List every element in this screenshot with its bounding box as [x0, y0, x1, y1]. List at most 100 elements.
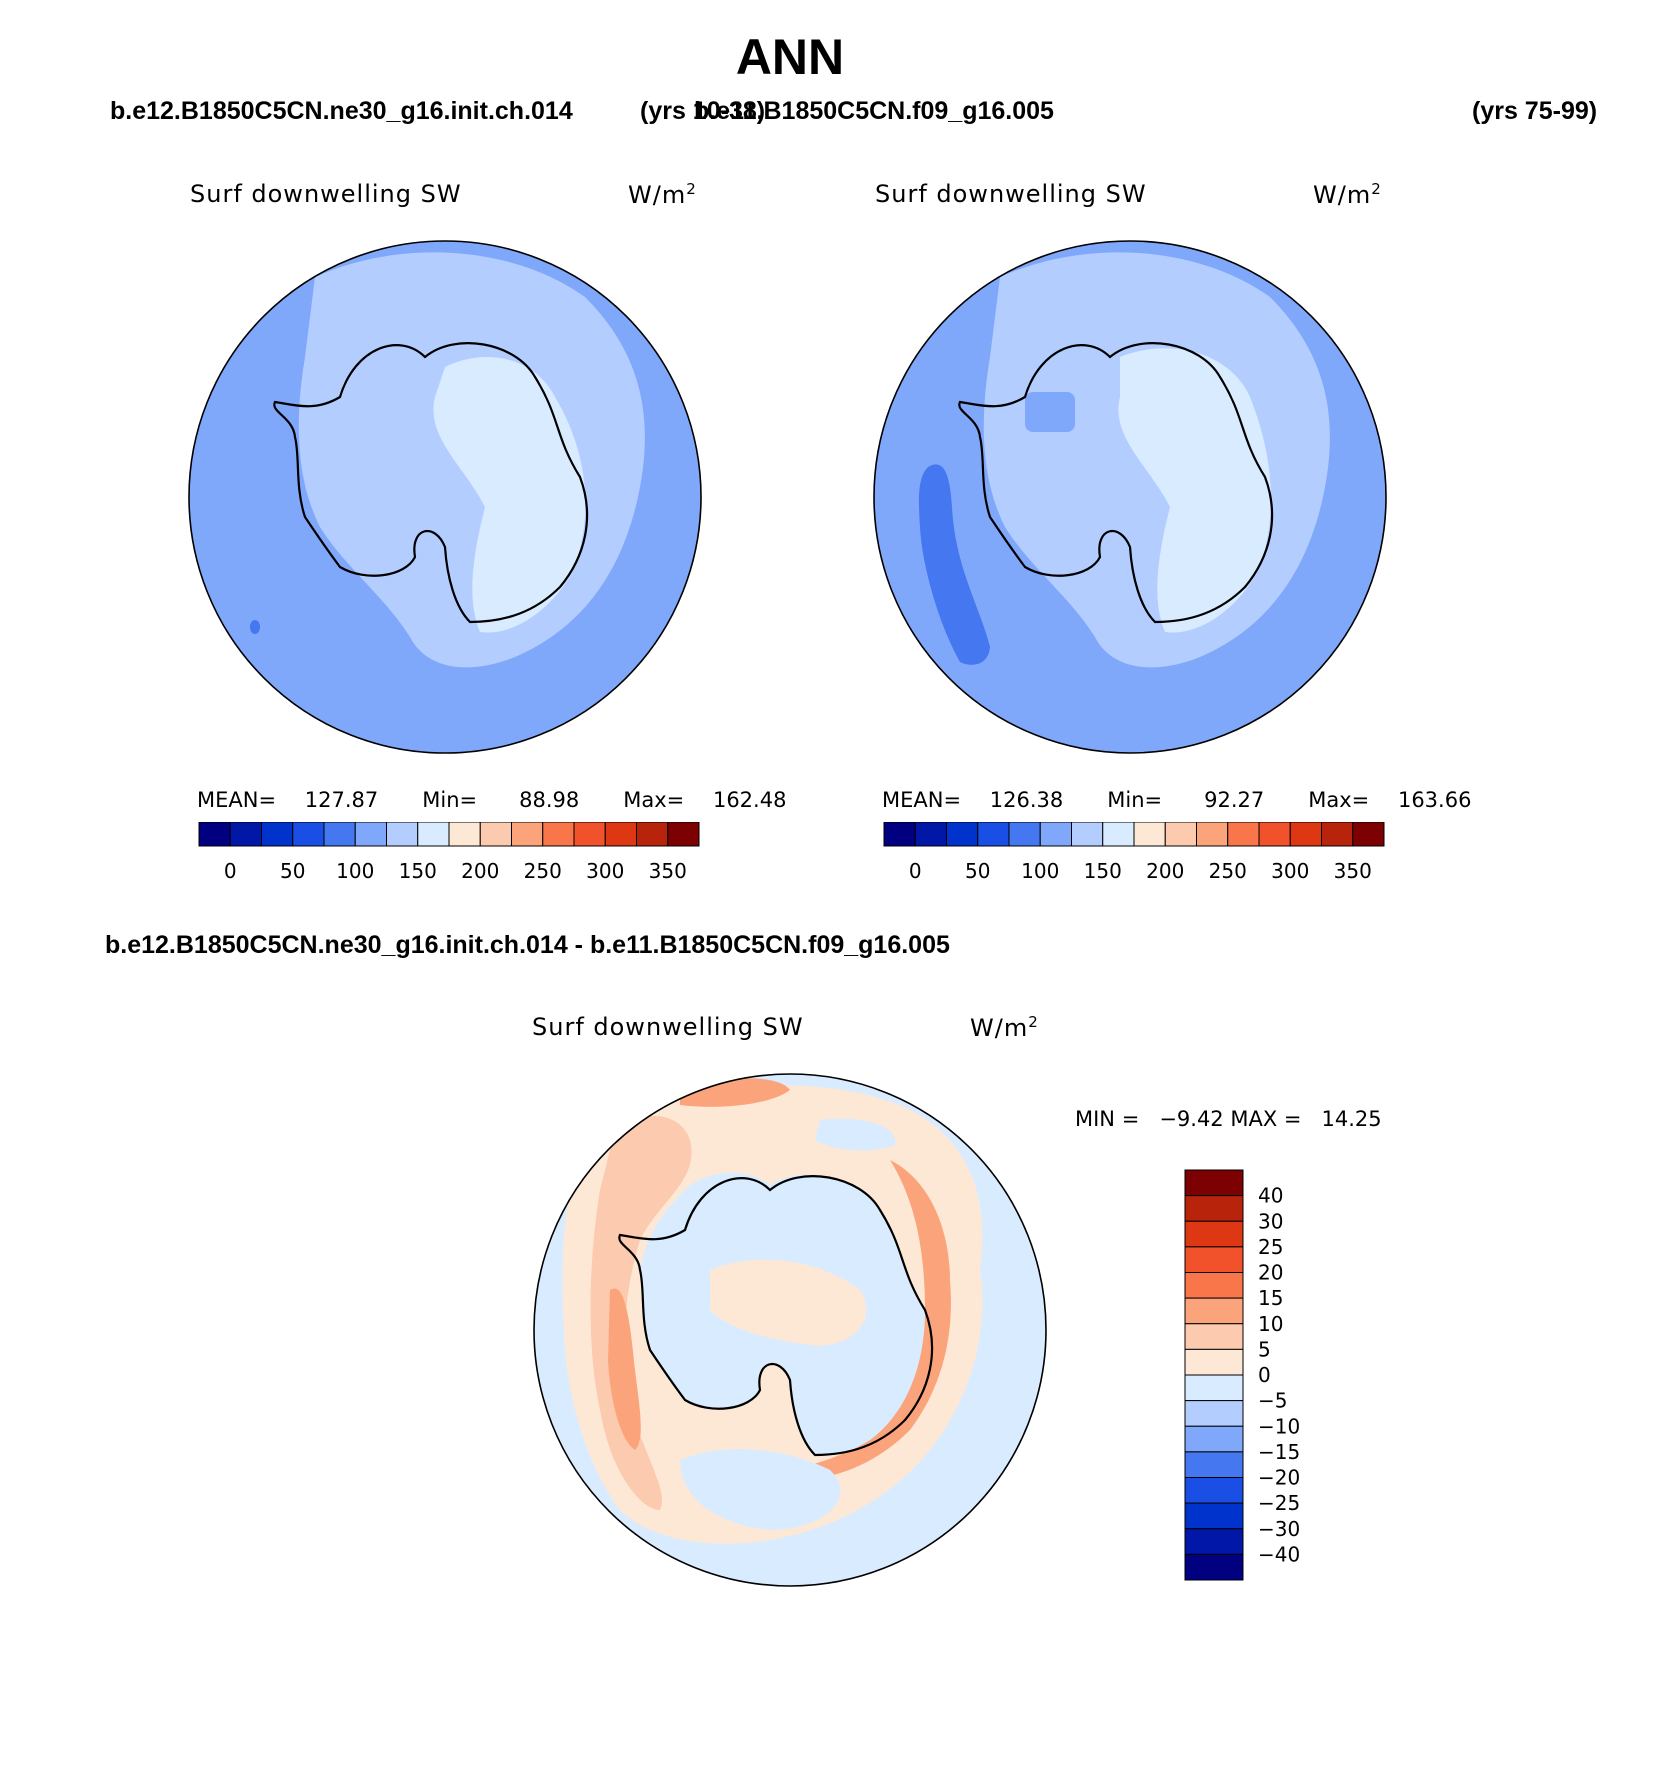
panel2-antarctica-coastline — [958, 342, 1274, 624]
colorbar-box — [1184, 1451, 1244, 1478]
panel2-map-border — [873, 240, 1387, 754]
colorbar-label: 10 — [1258, 1312, 1283, 1336]
colorbar-box — [1184, 1246, 1244, 1273]
panel2-polar-map — [873, 240, 1387, 754]
colorbar-label: 25 — [1258, 1235, 1283, 1259]
colorbar-label: 250 — [524, 859, 562, 883]
diff-polar-map — [533, 1073, 1047, 1587]
colorbar-box — [542, 822, 575, 847]
colorbar-box — [1258, 822, 1291, 847]
colorbar-box — [292, 822, 325, 847]
colorbar-box — [261, 822, 294, 847]
colorbar-label: 350 — [1334, 859, 1372, 883]
colorbar-box — [977, 822, 1010, 847]
colorbar-label: 0 — [1258, 1363, 1271, 1387]
colorbar-box — [1184, 1528, 1244, 1555]
diff-case-title: b.e12.B1850C5CN.ne30_g16.init.ch.014 - b… — [105, 931, 950, 959]
colorbar-label: −10 — [1258, 1414, 1300, 1438]
colorbar-label: 0 — [224, 859, 237, 883]
case-right-name: b.e11.B1850C5CN.f09_g16.005 — [694, 97, 1054, 125]
colorbar-box — [636, 822, 669, 847]
colorbar-label: 15 — [1258, 1286, 1283, 1310]
colorbar-box — [1184, 1220, 1244, 1248]
diff-field-max-west — [608, 1288, 641, 1450]
colorbar-box — [1321, 822, 1354, 847]
diff-field-ring — [770, 1160, 951, 1481]
colorbar-box — [1289, 822, 1322, 847]
case-right-years: (yrs 75-99) — [1472, 97, 1598, 125]
colorbar-label: −25 — [1258, 1491, 1300, 1515]
colorbar-box — [511, 822, 544, 847]
colorbar-box — [1184, 1169, 1244, 1197]
colorbar-box — [1352, 822, 1385, 847]
colorbar-label: −20 — [1258, 1466, 1300, 1490]
colorbar-box — [1008, 822, 1041, 847]
colorbar-box — [573, 822, 606, 847]
colorbar-box — [946, 822, 979, 847]
diff-field-interior — [710, 1259, 867, 1346]
colorbar-box — [1184, 1348, 1244, 1376]
colorbar-box — [1184, 1477, 1244, 1504]
panel2-field-low — [918, 464, 990, 665]
colorbar-label: −40 — [1258, 1542, 1300, 1566]
panel1-stats: MEAN= 127.87 Min= 88.98 Max= 162.48 — [197, 788, 787, 812]
colorbar-label: 40 — [1258, 1184, 1283, 1208]
panel1-colorbar: 0 50 100 150 200 250 300 350 — [198, 822, 700, 883]
colorbar-label: 200 — [1146, 859, 1184, 883]
colorbar-box — [1227, 822, 1260, 847]
panel1-field-plateau — [433, 357, 586, 633]
diff-map-border — [533, 1073, 1047, 1587]
panel1-map-border — [188, 240, 702, 754]
colorbar-box — [1184, 1323, 1244, 1350]
colorbar-box — [323, 822, 356, 847]
colorbar-box — [1184, 1400, 1244, 1427]
panel2-units: W/m2 — [1313, 180, 1382, 209]
colorbar-label: 50 — [280, 859, 305, 883]
case-left-name: b.e12.B1850C5CN.ne30_g16.init.ch.014 — [110, 97, 573, 125]
colorbar-box — [1102, 822, 1135, 847]
colorbar-box — [1184, 1553, 1244, 1581]
colorbar-label: 0 — [909, 859, 922, 883]
diff-field-negative-south — [680, 1449, 841, 1530]
panel2-field-patch — [1025, 392, 1075, 432]
colorbar-box — [1184, 1425, 1244, 1453]
diff-stats: MIN = −9.42 MAX = 14.25 — [1075, 1107, 1382, 1131]
colorbar-box — [1184, 1297, 1244, 1325]
colorbar-box — [1071, 822, 1104, 847]
colorbar-label: 350 — [649, 859, 687, 883]
panel1-polar-map — [188, 240, 702, 754]
panel1-variable: Surf downwelling SW — [190, 180, 462, 208]
colorbar-box — [448, 822, 481, 847]
panel1-field-spot — [250, 620, 260, 634]
colorbar-box — [604, 822, 637, 847]
colorbar-label: 150 — [1084, 859, 1122, 883]
colorbar-box — [229, 822, 262, 847]
colorbar-label: 30 — [1258, 1209, 1283, 1233]
case-left-years: (yrs 10-38) — [640, 97, 766, 125]
colorbar-label: 100 — [336, 859, 374, 883]
colorbar-label: 200 — [461, 859, 499, 883]
colorbar-box — [417, 822, 450, 847]
colorbar-label: 150 — [399, 859, 437, 883]
colorbar-label: −30 — [1258, 1517, 1300, 1541]
colorbar-label: 300 — [1271, 859, 1309, 883]
diff-units: W/m2 — [970, 1013, 1039, 1042]
colorbar-box — [198, 822, 231, 847]
panel2-variable: Surf downwelling SW — [875, 180, 1147, 208]
panel2-field-plateau — [1118, 348, 1271, 633]
colorbar-box — [354, 822, 387, 847]
figure-title: ANN — [735, 29, 845, 85]
colorbar-box — [1184, 1195, 1244, 1222]
colorbar-box — [386, 822, 419, 847]
colorbar-box — [1039, 822, 1072, 847]
colorbar-label: 50 — [965, 859, 990, 883]
panel1-antarctica-coastline — [273, 342, 589, 624]
panel1-units: W/m2 — [628, 180, 697, 209]
diff-variable: Surf downwelling SW — [532, 1013, 804, 1041]
colorbar-box — [914, 822, 947, 847]
colorbar-box — [1184, 1272, 1244, 1299]
colorbar-box — [1164, 822, 1197, 847]
panel2-colorbar: 0 50 100 150 200 250 300 350 — [883, 822, 1385, 883]
colorbar-box — [667, 822, 700, 847]
